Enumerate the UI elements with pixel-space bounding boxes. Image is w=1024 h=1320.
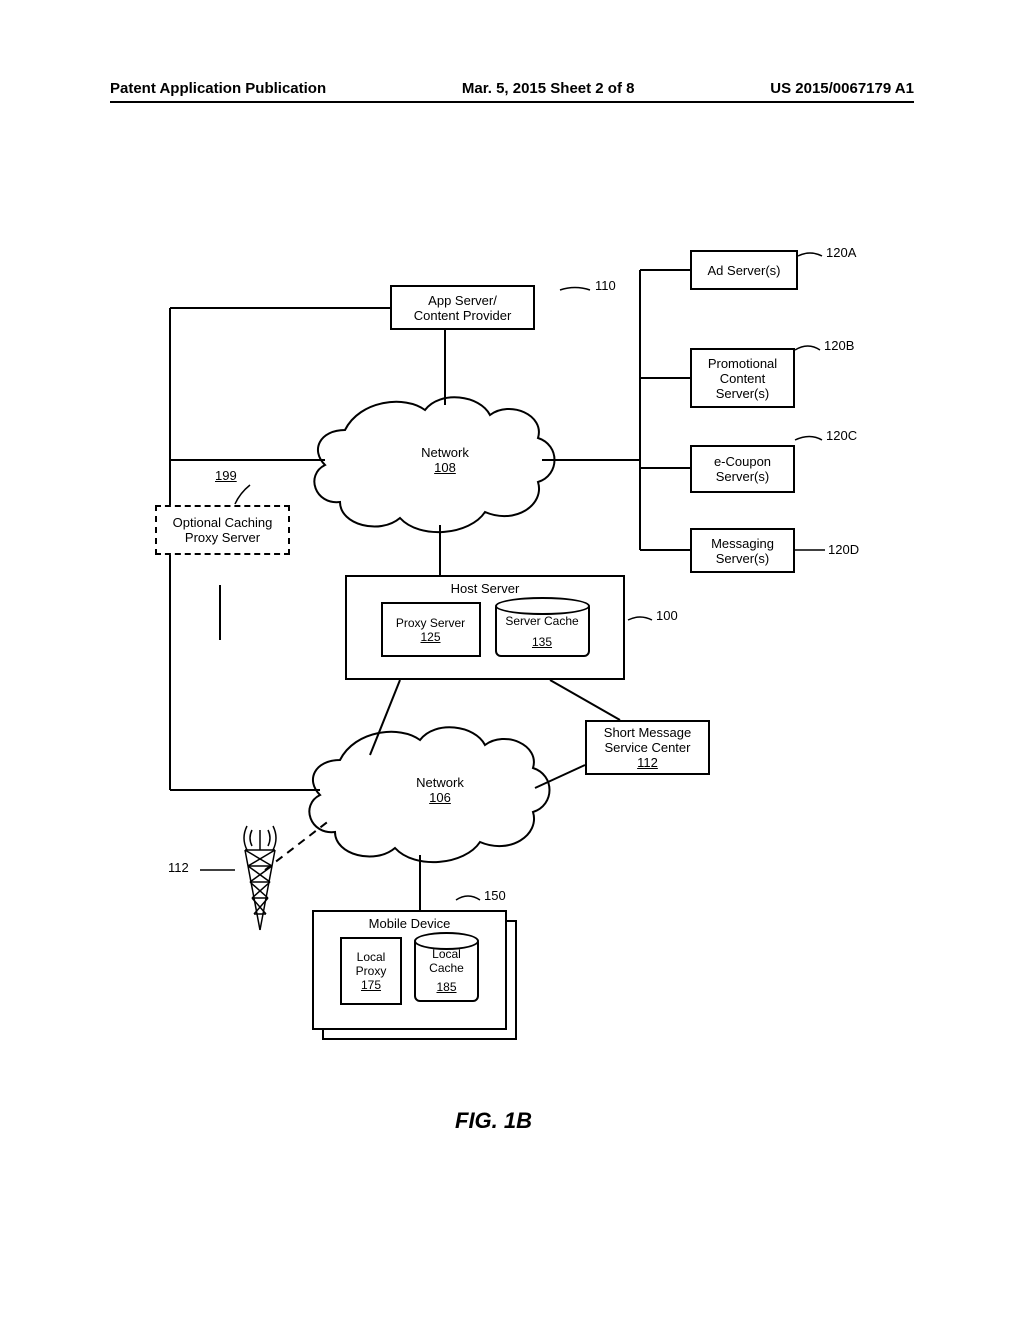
cloud-bottom-num: 106 bbox=[400, 790, 480, 805]
ref-110: 110 bbox=[595, 278, 616, 293]
cell-tower-icon bbox=[244, 826, 276, 930]
ecoupon-line1: e-Coupon bbox=[714, 454, 771, 469]
cylinder-local-cache: Local Cache 185 bbox=[414, 937, 479, 1002]
ref-100: 100 bbox=[656, 608, 678, 623]
cylinder-server-cache: Server Cache 135 bbox=[495, 602, 590, 657]
cloud-top-num: 108 bbox=[405, 460, 485, 475]
app-server-line2: Content Provider bbox=[414, 308, 512, 323]
server-cache-num: 135 bbox=[497, 635, 588, 649]
figure-caption: FIG. 1B bbox=[455, 1108, 532, 1134]
ref-150: 150 bbox=[484, 888, 506, 903]
ref-120c: 120C bbox=[826, 428, 857, 443]
smsc-num: 112 bbox=[637, 755, 658, 770]
optional-cache-line2: Proxy Server bbox=[185, 530, 260, 545]
box-ecoupon-server: e-Coupon Server(s) bbox=[690, 445, 795, 493]
ecoupon-line2: Server(s) bbox=[716, 469, 769, 484]
smsc-line2: Service Center bbox=[605, 740, 691, 755]
local-proxy-l1: Local bbox=[357, 950, 386, 964]
optional-cache-line1: Optional Caching bbox=[173, 515, 273, 530]
ref-120d: 120D bbox=[828, 542, 859, 557]
box-optional-cache: Optional Caching Proxy Server bbox=[155, 505, 290, 555]
promo-line2: Content bbox=[720, 371, 766, 386]
ref-120a: 120A bbox=[826, 245, 856, 260]
smsc-line1: Short Message bbox=[604, 725, 691, 740]
box-local-proxy: Local Proxy 175 bbox=[340, 937, 402, 1005]
promo-line1: Promotional bbox=[708, 356, 777, 371]
messaging-line1: Messaging bbox=[711, 536, 774, 551]
header-left: Patent Application Publication bbox=[110, 80, 326, 97]
proxy-server-num: 125 bbox=[420, 630, 440, 644]
box-messaging-server: Messaging Server(s) bbox=[690, 528, 795, 573]
messaging-line2: Server(s) bbox=[716, 551, 769, 566]
local-cache-num: 185 bbox=[416, 980, 477, 994]
host-server-label: Host Server bbox=[451, 581, 520, 596]
ref-tower-112: 112 bbox=[168, 860, 189, 875]
promo-line3: Server(s) bbox=[716, 386, 769, 401]
header-center: Mar. 5, 2015 Sheet 2 of 8 bbox=[462, 80, 635, 97]
box-host-server: Host Server Proxy Server 125 Server Cach… bbox=[345, 575, 625, 680]
box-ad-server: Ad Server(s) bbox=[690, 250, 798, 290]
cloud-bottom-label: Network 106 bbox=[400, 775, 480, 805]
mobile-label: Mobile Device bbox=[369, 916, 451, 931]
cloud-top-name: Network bbox=[405, 445, 485, 460]
box-app-server: App Server/ Content Provider bbox=[390, 285, 535, 330]
local-proxy-num: 175 bbox=[361, 978, 381, 992]
app-server-line1: App Server/ bbox=[428, 293, 497, 308]
server-cache-label: Server Cache bbox=[497, 614, 588, 628]
local-cache-text: Local Cache bbox=[416, 947, 477, 975]
cloud-bottom-name: Network bbox=[400, 775, 480, 790]
page-header: Patent Application Publication Mar. 5, 2… bbox=[110, 80, 914, 103]
ref-120b: 120B bbox=[824, 338, 854, 353]
cloud-top-label: Network 108 bbox=[405, 445, 485, 475]
ref-199: 199 bbox=[215, 468, 237, 483]
diagram-area: App Server/ Content Provider 110 Ad Serv… bbox=[0, 190, 1024, 1090]
box-proxy-server: Proxy Server 125 bbox=[381, 602, 481, 657]
local-proxy-l2: Proxy bbox=[356, 964, 387, 978]
box-smsc: Short Message Service Center 112 bbox=[585, 720, 710, 775]
box-promo-server: Promotional Content Server(s) bbox=[690, 348, 795, 408]
proxy-server-label: Proxy Server bbox=[396, 616, 465, 630]
ad-server-line1: Ad Server(s) bbox=[708, 263, 781, 278]
header-right: US 2015/0067179 A1 bbox=[770, 80, 914, 97]
box-mobile-device: Mobile Device Local Proxy 175 Local Cach… bbox=[312, 910, 507, 1030]
